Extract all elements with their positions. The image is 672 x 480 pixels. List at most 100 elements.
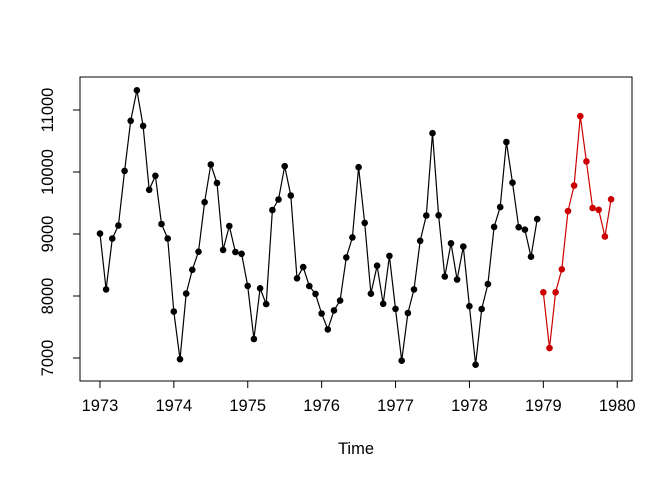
data-point xyxy=(226,222,233,230)
data-point xyxy=(189,266,196,274)
x-tick-label: 1980 xyxy=(599,397,636,415)
data-point xyxy=(589,204,596,212)
data-point xyxy=(361,219,369,227)
data-point xyxy=(373,262,381,270)
data-point xyxy=(515,223,522,231)
data-point xyxy=(410,286,418,293)
plot-box xyxy=(79,76,633,382)
data-point xyxy=(423,212,430,219)
data-point xyxy=(152,172,159,180)
data-point xyxy=(102,286,110,293)
data-point xyxy=(299,263,307,271)
data-point xyxy=(170,308,178,315)
data-point xyxy=(552,289,559,296)
data-point xyxy=(182,290,190,297)
data-point xyxy=(386,252,393,260)
data-point xyxy=(583,158,590,165)
data-point xyxy=(287,192,295,199)
data-point xyxy=(453,276,461,283)
x-tick-label: 1973 xyxy=(82,397,119,415)
data-point xyxy=(540,289,547,296)
data-point xyxy=(509,179,516,186)
data-point xyxy=(318,310,325,317)
data-point xyxy=(213,179,221,187)
data-point xyxy=(262,300,270,308)
data-point xyxy=(533,215,541,223)
data-point xyxy=(496,203,504,211)
data-point xyxy=(330,307,338,314)
data-point xyxy=(577,112,584,120)
data-point xyxy=(527,253,535,260)
data-point xyxy=(96,230,104,237)
data-point xyxy=(158,220,165,228)
data-point xyxy=(349,234,356,241)
data-point xyxy=(306,282,313,290)
series-forecast xyxy=(540,112,615,352)
data-point xyxy=(367,290,375,298)
data-point xyxy=(558,266,566,273)
data-point xyxy=(484,280,492,288)
data-point xyxy=(503,138,510,146)
data-point xyxy=(398,357,406,365)
data-point xyxy=(392,305,399,313)
x-tick-label: 1976 xyxy=(303,397,340,415)
data-point xyxy=(127,117,134,125)
data-point xyxy=(250,335,258,343)
y-tick-label: 8000 xyxy=(39,278,57,315)
data-point xyxy=(115,222,122,229)
data-point xyxy=(121,167,128,175)
x-tick-label: 1975 xyxy=(229,397,266,415)
data-point xyxy=(343,254,350,261)
y-axis: 7000 8000 9000 10000 11000 xyxy=(39,88,80,376)
data-point xyxy=(238,250,245,258)
data-point xyxy=(570,182,578,189)
y-tick-label: 10000 xyxy=(39,149,57,195)
data-point xyxy=(139,122,147,130)
x-tick-label: 1978 xyxy=(451,397,488,415)
data-point xyxy=(478,305,486,313)
data-point xyxy=(281,162,289,170)
data-point xyxy=(275,196,282,203)
data-point xyxy=(601,233,609,240)
data-point xyxy=(133,87,141,94)
x-tick-label: 1979 xyxy=(525,397,562,415)
data-point xyxy=(164,235,171,242)
data-point xyxy=(416,237,424,245)
data-point xyxy=(293,275,301,282)
data-point xyxy=(595,206,602,214)
data-point xyxy=(355,163,362,171)
data-point xyxy=(195,248,202,255)
x-axis-title: Time xyxy=(338,440,374,458)
data-point xyxy=(269,206,276,214)
data-point xyxy=(460,243,467,250)
data-point xyxy=(336,297,344,304)
data-point xyxy=(435,212,442,219)
series-line xyxy=(542,115,612,349)
data-point xyxy=(244,282,251,290)
x-tick-label: 1974 xyxy=(155,397,192,415)
data-point xyxy=(109,235,116,242)
y-tick-label: 9000 xyxy=(39,216,57,253)
data-point xyxy=(145,186,153,194)
data-point xyxy=(312,290,319,298)
data-point xyxy=(429,129,436,137)
data-point xyxy=(176,355,184,363)
data-point xyxy=(201,198,208,206)
data-point xyxy=(441,273,449,280)
data-point xyxy=(607,196,615,203)
y-tick-label: 11000 xyxy=(39,88,57,133)
data-point xyxy=(324,326,332,333)
data-point xyxy=(546,344,553,352)
data-point xyxy=(447,240,455,247)
data-point xyxy=(490,223,498,231)
data-point xyxy=(379,300,387,308)
data-point xyxy=(466,302,473,310)
series-line xyxy=(99,89,538,366)
data-point xyxy=(564,207,572,215)
data-point xyxy=(404,309,412,317)
data-point xyxy=(207,161,215,168)
data-point xyxy=(256,285,264,292)
data-point xyxy=(472,361,479,369)
